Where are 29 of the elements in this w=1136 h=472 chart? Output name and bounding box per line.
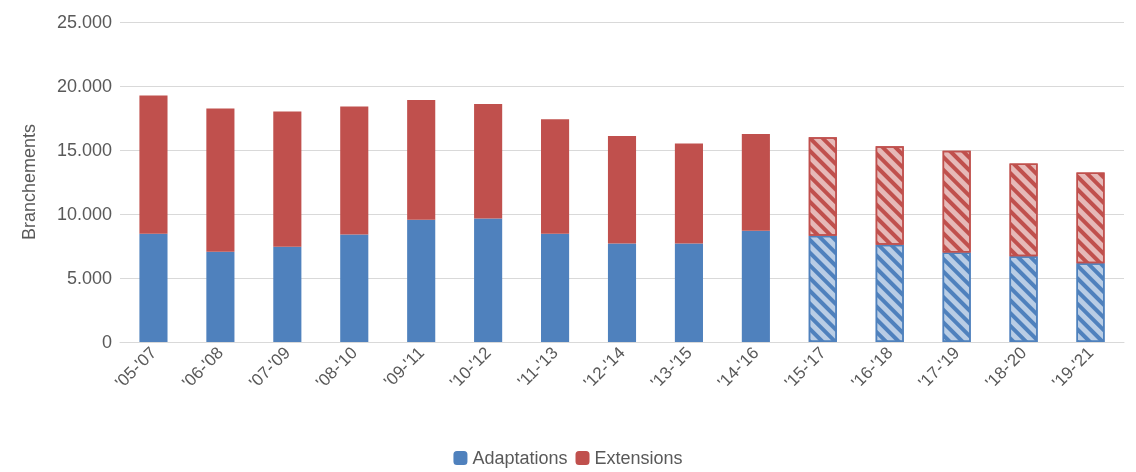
bar [474,218,503,342]
bar [206,251,235,342]
legend-label: Adaptations [472,448,568,468]
bar [741,134,770,231]
bar [541,119,570,234]
bar [407,219,436,342]
bar [607,135,637,244]
bar [607,243,637,342]
legend-label: Extensions [594,448,683,468]
y-tick-label: 10.000 [56,204,112,224]
bar [340,106,369,235]
bar [139,233,168,342]
bar [541,233,570,342]
y-tick-label: 15.000 [56,140,112,160]
y-axis-title: Branchements [19,123,39,241]
bar [741,230,770,342]
bar [206,108,235,252]
bar [139,95,168,234]
bar [474,103,503,219]
y-tick-label: 20.000 [56,76,112,96]
bar [340,234,369,342]
y-tick-label: 0 [101,332,112,352]
y-tick-label: 5.000 [66,268,112,288]
bar [273,246,302,342]
y-tick-label: 25.000 [56,12,112,32]
bar [407,100,436,220]
bar [273,111,302,247]
bar [674,143,703,244]
bar [674,243,703,342]
